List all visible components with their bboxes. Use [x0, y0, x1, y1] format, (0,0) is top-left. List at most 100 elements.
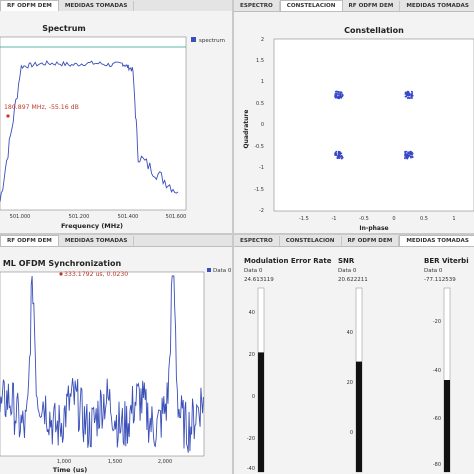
constellation-point — [406, 97, 409, 100]
constellation-ytick: 1 — [261, 79, 264, 85]
spectrum-xlabel: Frequency (MHz) — [61, 222, 123, 230]
constellation-ytick: -0.5 — [254, 144, 264, 150]
tab-rf-odfm-dem[interactable]: RF ODFM DEM — [341, 236, 400, 246]
ber-tick: -20 — [433, 319, 441, 325]
constellation-point — [334, 91, 337, 93]
constellation-point — [339, 153, 341, 156]
snr-value: 20.622211 — [338, 277, 368, 283]
ber-meter: BER Viterbi Data 0 -77.112539 -20 -40 -6… — [424, 257, 469, 473]
constellation-point — [409, 93, 411, 95]
constellation-point — [340, 91, 343, 94]
constellation-point — [405, 95, 407, 98]
constellation-points — [334, 90, 414, 160]
spectrum-marker-label: 180.897 MHz, -55.16 dB — [4, 104, 79, 111]
constellation-point — [407, 151, 409, 154]
spectrum-legend: spectrum — [199, 38, 225, 44]
sync-xtick: 2,000 — [158, 459, 172, 465]
snr-meter: SNR Data 0 20.622211 40 20 0 — [338, 257, 368, 473]
sync-marker-label: 333.1792 us, 0.0230 — [64, 271, 128, 278]
tab-espectro[interactable]: ESPECTRO — [234, 1, 280, 11]
snr-tick: 40 — [347, 330, 353, 336]
constellation-point — [336, 90, 339, 93]
pane-divider[interactable] — [232, 0, 234, 474]
tab-medidas-tomadas[interactable]: MEDIDAS TOMADAS — [399, 235, 474, 246]
sync-xtick: 1,000 — [57, 459, 71, 465]
constellation-point — [340, 157, 343, 160]
constellation-xtick: 0 — [392, 216, 395, 222]
constellation-point — [337, 156, 340, 159]
pane-divider[interactable] — [0, 233, 474, 235]
snr-tick: 0 — [350, 430, 353, 436]
measurements-meters: Modulation Error Rate Data 0 24.613119 4… — [244, 257, 469, 473]
mer-tick: -20 — [247, 436, 255, 442]
spectrum-xtick: 501.600 — [166, 214, 187, 220]
tab-rf-odfm-dem[interactable]: RF ODFM DEM — [0, 235, 59, 246]
mer-tick: 20 — [249, 352, 255, 358]
sync-pane: RF ODFM DEM MEDIDAS TOMADAS ML OFDM Sync… — [0, 235, 232, 474]
sync-title: ML OFDM Synchronization — [3, 259, 122, 268]
tab-constelacion[interactable]: CONSTELACION — [279, 236, 342, 246]
tab-rf-odfm-dem[interactable]: RF ODFM DEM — [342, 1, 401, 11]
sync-plot[interactable]: ML OFDM Synchronization 333.1792 us, 0.0… — [0, 246, 232, 474]
constellation-ytick: 0 — [261, 122, 264, 128]
constellation-point — [410, 97, 412, 99]
constellation-ytick: 2 — [261, 37, 264, 43]
constellation-xtick: -0.5 — [359, 216, 369, 222]
constellation-point — [336, 96, 339, 99]
mer-title: Modulation Error Rate — [244, 257, 332, 265]
constellation-point — [341, 94, 344, 96]
tab-medidas-tomadas[interactable]: MEDIDAS TOMADAS — [400, 1, 474, 11]
constellation-point — [406, 157, 409, 160]
constellation-point — [405, 153, 407, 155]
tab-rf-odfm-dem[interactable]: RF ODFM DEM — [0, 0, 59, 11]
constellation-ylabel: Quadrature — [243, 110, 250, 149]
tab-constelacion[interactable]: CONSTELACION — [279, 0, 343, 11]
constellation-point — [410, 90, 413, 93]
constellation-point — [404, 156, 406, 159]
sync-legend: Data 0 — [213, 268, 232, 274]
mer-bar-fill — [258, 352, 264, 472]
constellation-point — [335, 154, 337, 157]
constellation-point — [404, 157, 406, 160]
constellation-point — [409, 150, 412, 153]
spectrum-title: Spectrum — [42, 24, 85, 33]
constellation-point — [404, 93, 407, 95]
spectrum-xtick: 501.200 — [69, 214, 90, 220]
constellation-ytick: 1.5 — [256, 58, 264, 64]
constellation-point — [338, 93, 341, 96]
constellation-point — [406, 92, 408, 94]
spectrum-xtick: 501.000 — [10, 214, 31, 220]
mer-series-label: Data 0 — [244, 268, 263, 274]
tab-espectro[interactable]: ESPECTRO — [234, 236, 280, 246]
sync-marker-dot — [59, 272, 63, 276]
constellation-xtick: 0.5 — [420, 216, 428, 222]
constellation-point — [341, 95, 343, 98]
constellation-point — [407, 91, 410, 93]
mer-tick: -40 — [247, 466, 255, 472]
constellation-plot-area — [273, 38, 474, 212]
constellation-plot[interactable]: Constellation 2 1.5 1 0.5 0 -0.5 -1 -1.5… — [234, 11, 474, 233]
spectrum-trace — [0, 60, 179, 202]
constellation-title: Constellation — [344, 26, 404, 35]
ber-title: BER Viterbi — [424, 257, 469, 265]
constellation-ytick: -1 — [259, 165, 264, 171]
mer-value: 24.613119 — [244, 277, 274, 283]
constellation-point — [409, 153, 411, 156]
ber-tick: -80 — [433, 462, 441, 468]
spectrum-plot[interactable]: Spectrum spectrum 180.897 MHz, -55.16 dB… — [0, 11, 232, 233]
measurements-pane: ESPECTRO CONSTELACION RF ODFM DEM MEDIDA… — [234, 235, 474, 474]
sync-xtick: 1,500 — [108, 459, 122, 465]
constellation-point — [334, 93, 337, 95]
spectrum-legend-swatch — [191, 37, 196, 42]
snr-title: SNR — [338, 257, 355, 265]
constellation-pane: ESPECTRO CONSTELACION RF ODFM DEM MEDIDA… — [234, 0, 474, 233]
tab-medidas-tomadas[interactable]: MEDIDAS TOMADAS — [58, 1, 135, 11]
tab-medidas-tomadas[interactable]: MEDIDAS TOMADAS — [58, 236, 135, 246]
ber-tick: -40 — [433, 368, 441, 374]
spectrum-marker-dot — [6, 114, 10, 118]
sync-trace — [0, 275, 204, 453]
constellation-point — [409, 155, 412, 158]
ber-value: -77.112539 — [424, 277, 456, 283]
constellation-point — [404, 154, 407, 157]
constellation-point — [411, 155, 413, 158]
